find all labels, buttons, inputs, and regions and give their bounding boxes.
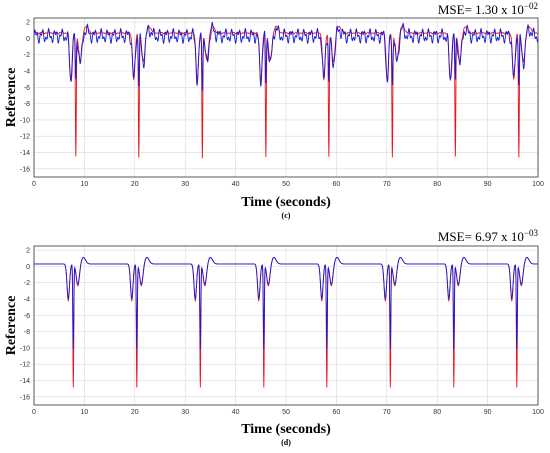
x-tick-label: 0 bbox=[32, 181, 36, 188]
x-tick-label: 100 bbox=[532, 181, 544, 188]
x-tick-label: 40 bbox=[232, 181, 240, 188]
x-tick-label: 50 bbox=[282, 409, 290, 416]
x-tick-label: 80 bbox=[433, 181, 441, 188]
x-tick-label: 30 bbox=[181, 409, 189, 416]
x-tick-label: 20 bbox=[131, 181, 139, 188]
chart-panel-1: 0 10 20 30 40 50 60 70 80 90 10020-2-4-6-8-10-12-1… bbox=[4, 1, 544, 220]
y-tick-label: -4 bbox=[24, 297, 30, 304]
panel-caption: (d) bbox=[281, 438, 291, 447]
x-tick-label: 100 bbox=[532, 409, 544, 416]
x-tick-label: 10 bbox=[81, 181, 89, 188]
series-line-2 bbox=[34, 257, 538, 349]
x-tick-label: 70 bbox=[383, 409, 391, 416]
plot-frame bbox=[33, 17, 539, 178]
y-tick-label: -8 bbox=[24, 329, 30, 336]
y-tick-label: -10 bbox=[20, 117, 30, 124]
x-tick-label: 0 bbox=[32, 409, 36, 416]
panel-caption: (c) bbox=[282, 211, 291, 220]
y-tick-label: 0 bbox=[26, 264, 30, 271]
x-tick-label: 10 bbox=[81, 409, 89, 416]
x-tick-label: 30 bbox=[181, 181, 189, 188]
x-tick-label: 90 bbox=[484, 181, 492, 188]
x-tick-label: 60 bbox=[333, 181, 341, 188]
x-tick-label: 70 bbox=[383, 181, 391, 188]
x-tick-label: 60 bbox=[333, 409, 341, 416]
series-line-2 bbox=[33, 21, 539, 91]
y-tick-label: -16 bbox=[20, 166, 30, 173]
x-tick-label: 90 bbox=[484, 409, 492, 416]
y-tick-label: -6 bbox=[24, 85, 30, 92]
x-tick-label: 20 bbox=[131, 409, 139, 416]
y-tick-label: -12 bbox=[20, 362, 30, 369]
y-tick-label: -2 bbox=[24, 280, 30, 287]
y-axis-label: Reference bbox=[4, 68, 19, 128]
x-axis-label: Time (seconds) bbox=[241, 422, 331, 437]
y-tick-label: -4 bbox=[24, 69, 30, 76]
y-tick-label: 2 bbox=[26, 20, 30, 27]
y-tick-label: -2 bbox=[24, 52, 30, 59]
y-tick-label: 2 bbox=[26, 248, 30, 255]
mse-exponent: −03 bbox=[524, 228, 539, 238]
y-tick-label: -14 bbox=[20, 150, 30, 157]
x-tick-label: 80 bbox=[433, 409, 441, 416]
y-tick-label: -8 bbox=[24, 101, 30, 108]
y-axis-label: Reference bbox=[4, 296, 19, 356]
x-tick-label: 50 bbox=[282, 181, 290, 188]
mse-prefix: MSE= 6.97 x 10 bbox=[438, 229, 524, 244]
mse-prefix: MSE= 1.30 x 10 bbox=[438, 2, 524, 17]
y-tick-label: -10 bbox=[20, 345, 30, 352]
y-tick-label: 0 bbox=[26, 36, 30, 43]
y-tick-label: -16 bbox=[20, 394, 30, 401]
mse-annotation: MSE= 1.30 x 10−02 bbox=[438, 1, 538, 17]
x-tick-label: 40 bbox=[232, 409, 240, 416]
plot-frame bbox=[33, 245, 539, 406]
x-axis-label: Time (seconds) bbox=[241, 195, 331, 210]
y-tick-label: -14 bbox=[20, 378, 30, 385]
mse-annotation: MSE= 6.97 x 10−03 bbox=[438, 228, 539, 244]
y-tick-label: -12 bbox=[20, 134, 30, 141]
mse-exponent: −02 bbox=[524, 1, 538, 11]
y-tick-label: -6 bbox=[24, 313, 30, 320]
chart-panel-2: 0 10 20 30 40 50 60 70 80 90 10020-2-4-6-8-10-12-1… bbox=[4, 228, 544, 447]
